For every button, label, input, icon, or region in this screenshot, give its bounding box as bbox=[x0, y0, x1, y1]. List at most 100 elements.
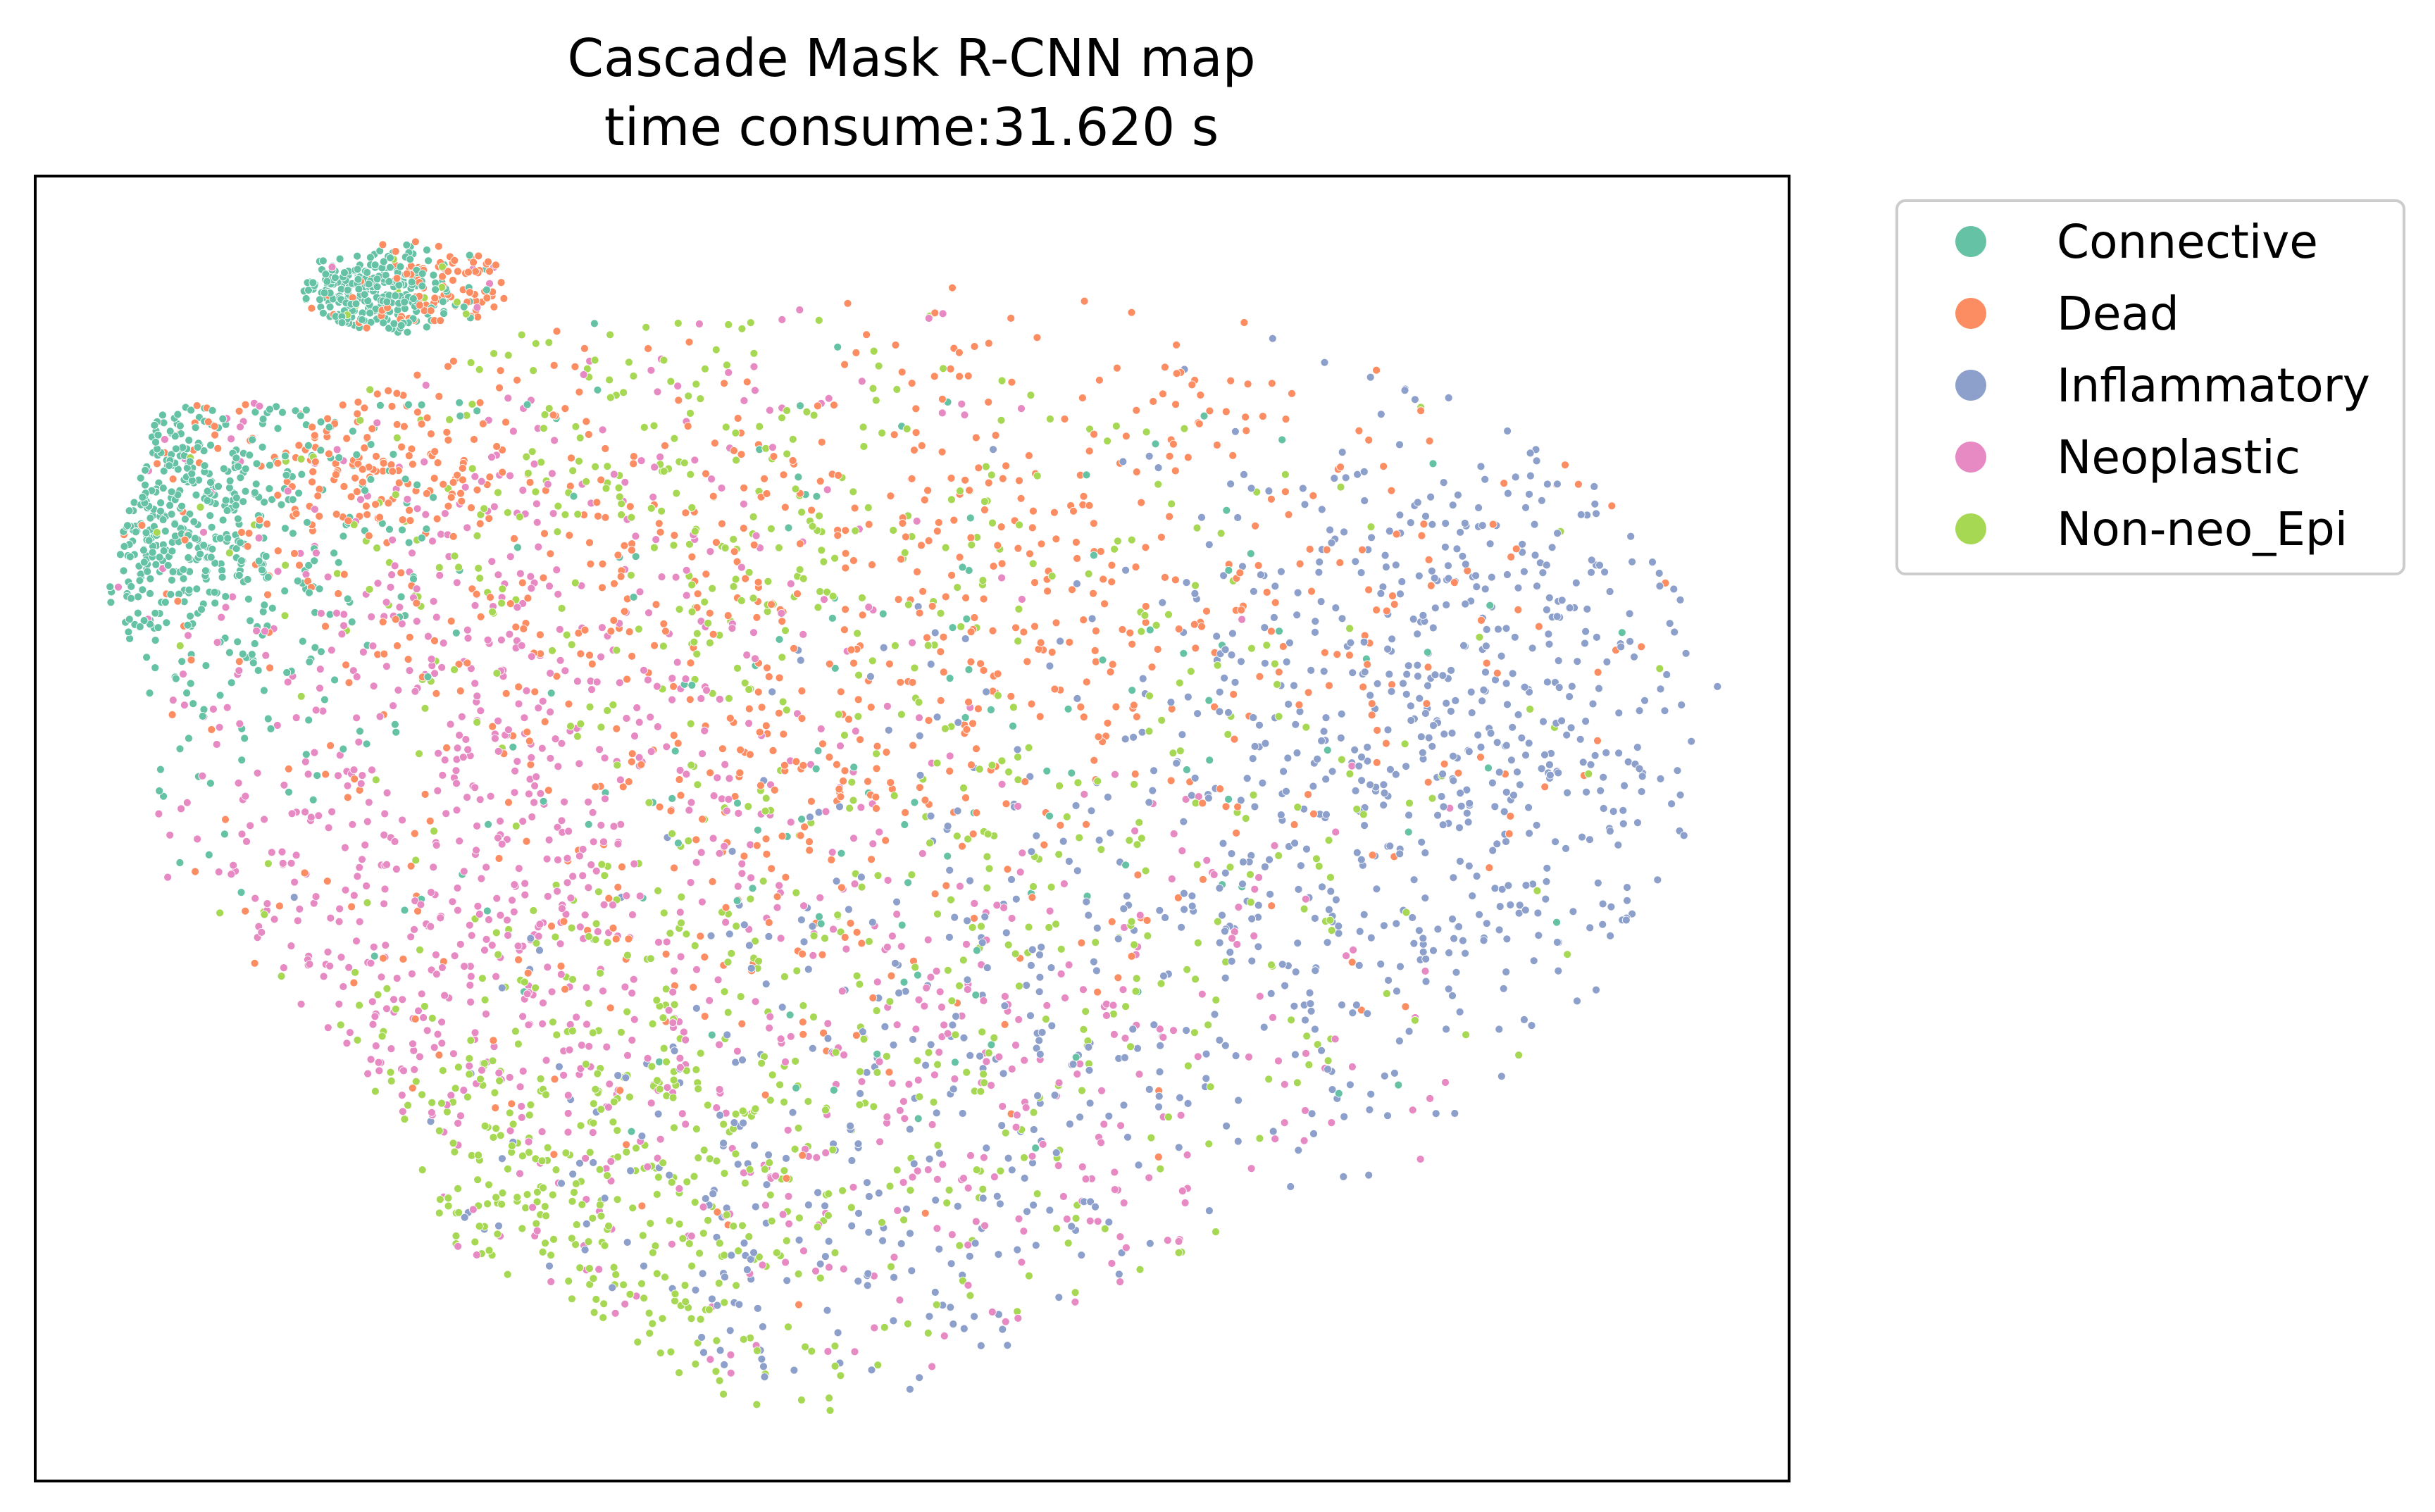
point-inflammatory bbox=[916, 771, 925, 780]
point-inflammatory bbox=[1215, 884, 1224, 893]
point-dead bbox=[961, 794, 970, 802]
point-neoplastic bbox=[471, 601, 480, 610]
point-non-neo-epi bbox=[1164, 610, 1173, 619]
point-dead bbox=[740, 851, 749, 861]
point-inflammatory bbox=[1047, 1021, 1057, 1030]
point-neoplastic bbox=[1020, 1056, 1029, 1065]
point-neoplastic bbox=[554, 589, 563, 599]
point-inflammatory bbox=[1567, 682, 1576, 691]
point-non-neo-epi bbox=[1135, 1265, 1145, 1274]
point-non-neo-epi bbox=[613, 1195, 622, 1204]
point-neoplastic bbox=[734, 809, 743, 818]
point-non-neo-epi bbox=[962, 1068, 971, 1077]
point-inflammatory bbox=[1285, 638, 1294, 647]
point-non-neo-epi bbox=[548, 646, 556, 655]
point-inflammatory bbox=[959, 1324, 969, 1333]
point-neoplastic bbox=[237, 830, 247, 839]
point-connective bbox=[167, 510, 176, 518]
point-non-neo-epi bbox=[596, 969, 604, 977]
point-non-neo-epi bbox=[493, 1230, 502, 1239]
point-non-neo-epi bbox=[629, 372, 638, 380]
point-dead bbox=[1307, 587, 1316, 596]
point-connective bbox=[155, 553, 164, 562]
point-inflammatory bbox=[1606, 932, 1615, 940]
point-non-neo-epi bbox=[671, 1289, 680, 1299]
point-dead bbox=[434, 242, 443, 251]
point-connective bbox=[386, 254, 394, 263]
point-neoplastic bbox=[397, 1091, 406, 1099]
point-non-neo-epi bbox=[421, 704, 430, 713]
point-inflammatory bbox=[1397, 577, 1407, 586]
point-dead bbox=[628, 546, 636, 555]
point-dead bbox=[1424, 777, 1433, 787]
point-connective bbox=[948, 623, 957, 632]
point-non-neo-epi bbox=[465, 1070, 474, 1079]
point-dead bbox=[379, 458, 388, 468]
point-neoplastic bbox=[737, 563, 746, 572]
point-inflammatory bbox=[783, 1276, 792, 1285]
point-neoplastic bbox=[888, 1079, 897, 1088]
point-inflammatory bbox=[1464, 747, 1474, 756]
point-inflammatory bbox=[1462, 785, 1471, 794]
point-dead bbox=[514, 956, 523, 964]
point-non-neo-epi bbox=[645, 1329, 654, 1338]
point-neoplastic bbox=[438, 963, 447, 972]
point-inflammatory bbox=[1291, 1050, 1300, 1059]
point-connective bbox=[252, 459, 261, 468]
point-neoplastic bbox=[740, 499, 748, 508]
point-neoplastic bbox=[434, 749, 442, 758]
point-inflammatory bbox=[788, 1108, 797, 1117]
point-inflammatory bbox=[1499, 984, 1508, 993]
point-dead bbox=[491, 1104, 500, 1112]
point-inflammatory bbox=[1543, 863, 1552, 873]
point-neoplastic bbox=[359, 648, 368, 656]
point-non-neo-epi bbox=[943, 966, 952, 975]
point-neoplastic bbox=[482, 863, 491, 872]
point-inflammatory bbox=[1359, 910, 1369, 919]
point-neoplastic bbox=[1169, 830, 1178, 838]
point-neoplastic bbox=[408, 549, 416, 558]
point-connective bbox=[208, 406, 217, 415]
point-neoplastic bbox=[635, 892, 644, 901]
point-connective bbox=[401, 475, 410, 484]
point-dead bbox=[379, 954, 387, 963]
point-dead bbox=[849, 556, 858, 565]
point-non-neo-epi bbox=[661, 1273, 669, 1282]
point-connective bbox=[362, 739, 371, 749]
point-neoplastic bbox=[382, 662, 391, 671]
point-dead bbox=[886, 778, 895, 787]
point-dead bbox=[709, 630, 718, 639]
point-dead bbox=[864, 777, 872, 786]
point-inflammatory bbox=[760, 1373, 769, 1381]
point-inflammatory bbox=[1592, 633, 1601, 642]
point-neoplastic bbox=[647, 747, 656, 756]
point-dead bbox=[393, 642, 401, 650]
point-neoplastic bbox=[362, 882, 370, 890]
point-dead bbox=[1482, 658, 1491, 668]
point-neoplastic bbox=[575, 851, 584, 861]
point-non-neo-epi bbox=[494, 950, 503, 959]
point-non-neo-epi bbox=[692, 380, 701, 389]
point-inflammatory bbox=[1249, 713, 1258, 722]
point-non-neo-epi bbox=[603, 462, 612, 471]
point-neoplastic bbox=[212, 740, 221, 749]
point-neoplastic bbox=[311, 892, 320, 901]
point-dead bbox=[1388, 592, 1397, 600]
point-dead bbox=[352, 487, 361, 496]
point-non-neo-epi bbox=[737, 596, 746, 605]
point-dead bbox=[1154, 1153, 1163, 1161]
point-neoplastic bbox=[518, 1012, 527, 1021]
point-dead bbox=[364, 531, 373, 540]
point-inflammatory bbox=[1531, 551, 1540, 560]
point-inflammatory bbox=[1233, 513, 1243, 522]
point-inflammatory bbox=[1336, 734, 1345, 742]
point-non-neo-epi bbox=[454, 1185, 462, 1193]
point-dead bbox=[693, 589, 702, 599]
point-neoplastic bbox=[980, 1153, 988, 1162]
point-inflammatory bbox=[1406, 518, 1415, 527]
point-non-neo-epi bbox=[649, 421, 659, 430]
point-non-neo-epi bbox=[495, 1076, 504, 1085]
point-non-neo-epi bbox=[585, 932, 593, 941]
point-inflammatory bbox=[945, 933, 954, 942]
point-neoplastic bbox=[426, 922, 435, 931]
